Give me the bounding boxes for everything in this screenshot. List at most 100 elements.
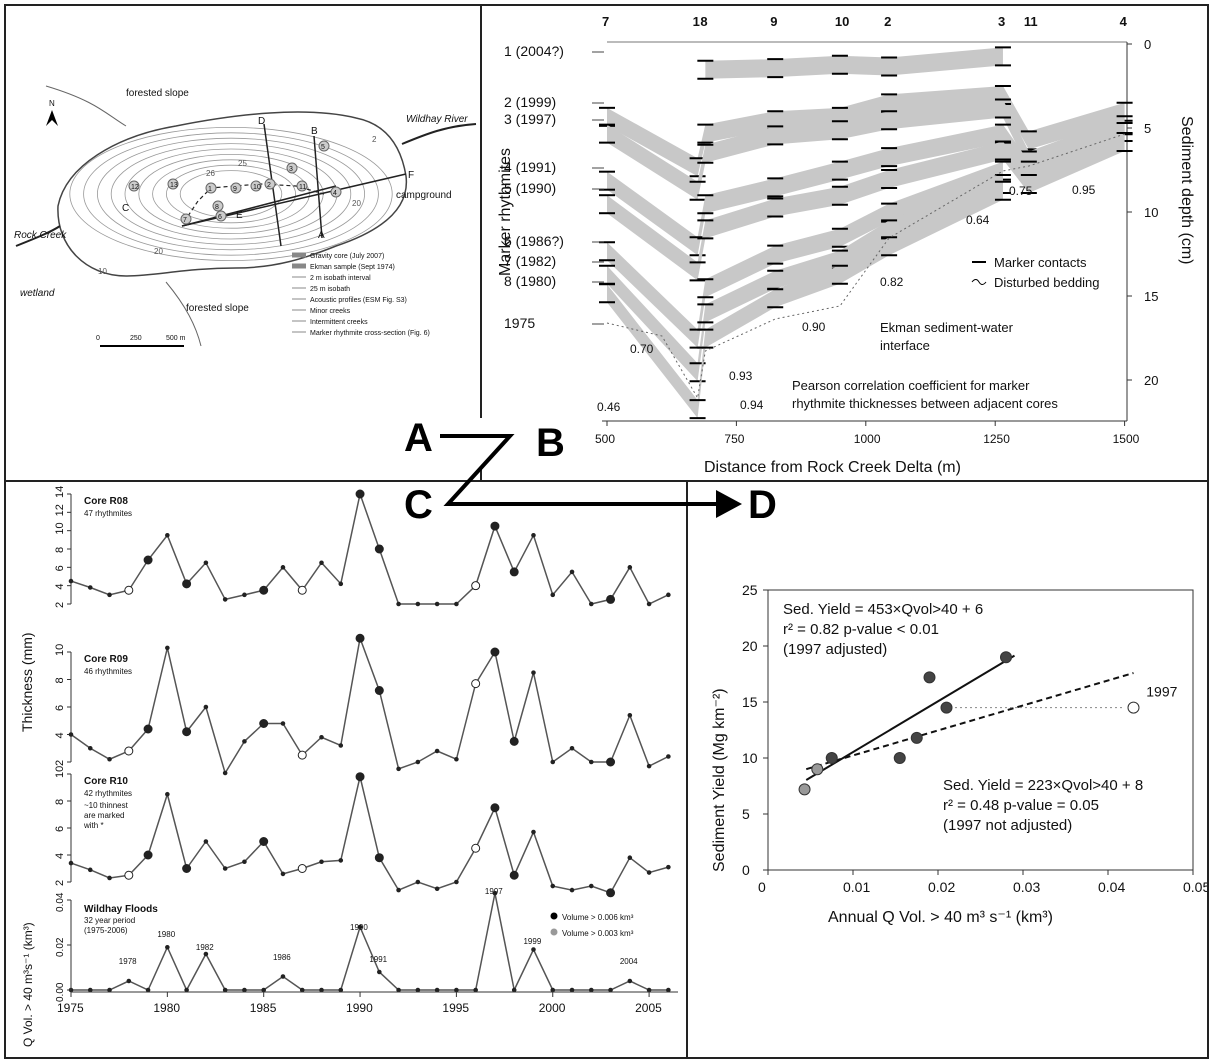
core-label: 3: [289, 166, 293, 173]
marker-label: 4 (1991): [504, 159, 556, 175]
data-point: [319, 859, 324, 865]
y-tick-label: 6: [54, 826, 66, 832]
data-point: [471, 843, 481, 853]
data-point: [87, 745, 93, 751]
marker-label: 5 (1990): [504, 180, 556, 196]
marker-label: 3 (1997): [504, 111, 556, 127]
isobath-line: [179, 170, 283, 218]
data-point: [182, 864, 192, 873]
y-tick-label: 0.00: [55, 982, 66, 1002]
lake-map: 13 12 1 7 9 8 10 2 3 11 4 5 6 25 20 10 20 2 26 D C B A E Fforest…: [14, 85, 477, 347]
data-point: [588, 987, 594, 993]
data-point: [374, 544, 384, 554]
core-number: 11: [1024, 14, 1038, 29]
core-number: 10: [835, 14, 849, 29]
flood-year-label: 1990: [350, 923, 368, 932]
data-point: [1000, 651, 1012, 664]
data-point: [242, 859, 247, 865]
y-tick-label: 6: [54, 565, 66, 571]
data-point: [666, 864, 671, 870]
y-tick-label: 2: [54, 880, 66, 886]
isobath-line: [152, 159, 310, 229]
data-point: [259, 719, 269, 728]
north-arrow-icon: [46, 110, 58, 126]
data-point: [143, 555, 153, 565]
data-point: [338, 987, 344, 993]
core-count: 46 rhythmites: [84, 667, 132, 676]
data-point: [434, 987, 440, 993]
marker-label: 1 (2004?): [504, 43, 564, 59]
data-point: [355, 633, 365, 643]
y-tick-label: 4: [54, 584, 66, 590]
data-point: [511, 987, 517, 993]
x-tick-label: 1980: [153, 1001, 180, 1015]
y-tick-label: 2: [54, 602, 66, 608]
core-number: 9: [770, 14, 777, 29]
x-tick-label: 0.03: [1013, 879, 1040, 895]
gravity-core-marker: [318, 140, 330, 152]
y-axis-title: Q Vol. > 40 m³s⁻¹ (km³): [21, 922, 35, 1047]
data-point: [319, 734, 324, 740]
data-point: [222, 987, 228, 993]
gravity-core-marker: [330, 186, 342, 198]
data-point: [87, 867, 93, 873]
data-point: [357, 924, 363, 930]
equation-text: r² = 0.82 p-value < 0.01: [783, 621, 939, 638]
data-point: [666, 987, 671, 993]
core-label: 1: [208, 186, 212, 193]
profile-label: E: [236, 210, 243, 221]
marker-band: [607, 161, 1003, 348]
gravity-core-marker: [215, 210, 227, 222]
annotation-text: Pearson correlation coefficient for mark…: [792, 378, 1030, 393]
core-count: 42 rhythmites: [84, 789, 132, 798]
data-point: [825, 752, 838, 764]
data-point: [107, 756, 112, 762]
correlation-label: 0.90: [802, 320, 826, 334]
correlation-label: 0.75: [1009, 184, 1033, 198]
data-point: [627, 565, 633, 570]
data-point: [923, 671, 936, 684]
data-point: [297, 864, 307, 873]
data-point: [203, 839, 209, 844]
core-label: 6: [218, 214, 222, 221]
marker-label: 6 (1986?): [504, 233, 564, 249]
data-point: [68, 578, 74, 584]
data-point: [509, 870, 519, 880]
data-point: [490, 521, 500, 531]
flood-subtitle: 32 year period: [84, 916, 135, 925]
isobath-label: 2: [372, 135, 377, 144]
data-point: [646, 870, 652, 875]
data-point: [261, 987, 266, 993]
data-point: [68, 860, 74, 866]
data-point: [550, 759, 556, 765]
data-point: [454, 987, 459, 993]
y-tick-label: 8: [54, 799, 66, 805]
plot-frame: [767, 589, 1194, 871]
data-point: [242, 592, 247, 598]
flood-subtitle: (1975-2006): [84, 926, 128, 935]
data-point: [454, 601, 459, 607]
data-point: [940, 701, 953, 714]
x-tick-label: 500: [595, 432, 615, 446]
data-point: [242, 987, 247, 993]
flood-year-label: 1980: [157, 930, 175, 939]
data-point: [338, 581, 344, 587]
y-tick-label: 0: [1144, 37, 1151, 52]
data-point: [280, 974, 286, 979]
acoustic-profile-line: [181, 173, 407, 227]
x-tick-label: 0.04: [1098, 879, 1125, 895]
x-tick-label: 1000: [854, 432, 881, 446]
data-point: [490, 647, 500, 657]
data-point: [396, 601, 401, 607]
data-point: [646, 601, 652, 607]
x-tick-label: 1975: [57, 1001, 84, 1015]
core-number: 3: [998, 14, 1005, 29]
x-tick-label: 1990: [346, 1001, 373, 1015]
y-tick-label: 0.02: [55, 937, 66, 957]
panel-c-timeseries: Core R08 47 rhythmites 2 4 6 8 10 12 14 Core R09 4…: [4, 480, 688, 1059]
data-point: [259, 585, 269, 595]
legend-label: Ekman sample (Sept 1974): [310, 264, 395, 271]
isobath-line: [69, 127, 393, 261]
core-note: ~10 thinnest: [84, 801, 129, 810]
